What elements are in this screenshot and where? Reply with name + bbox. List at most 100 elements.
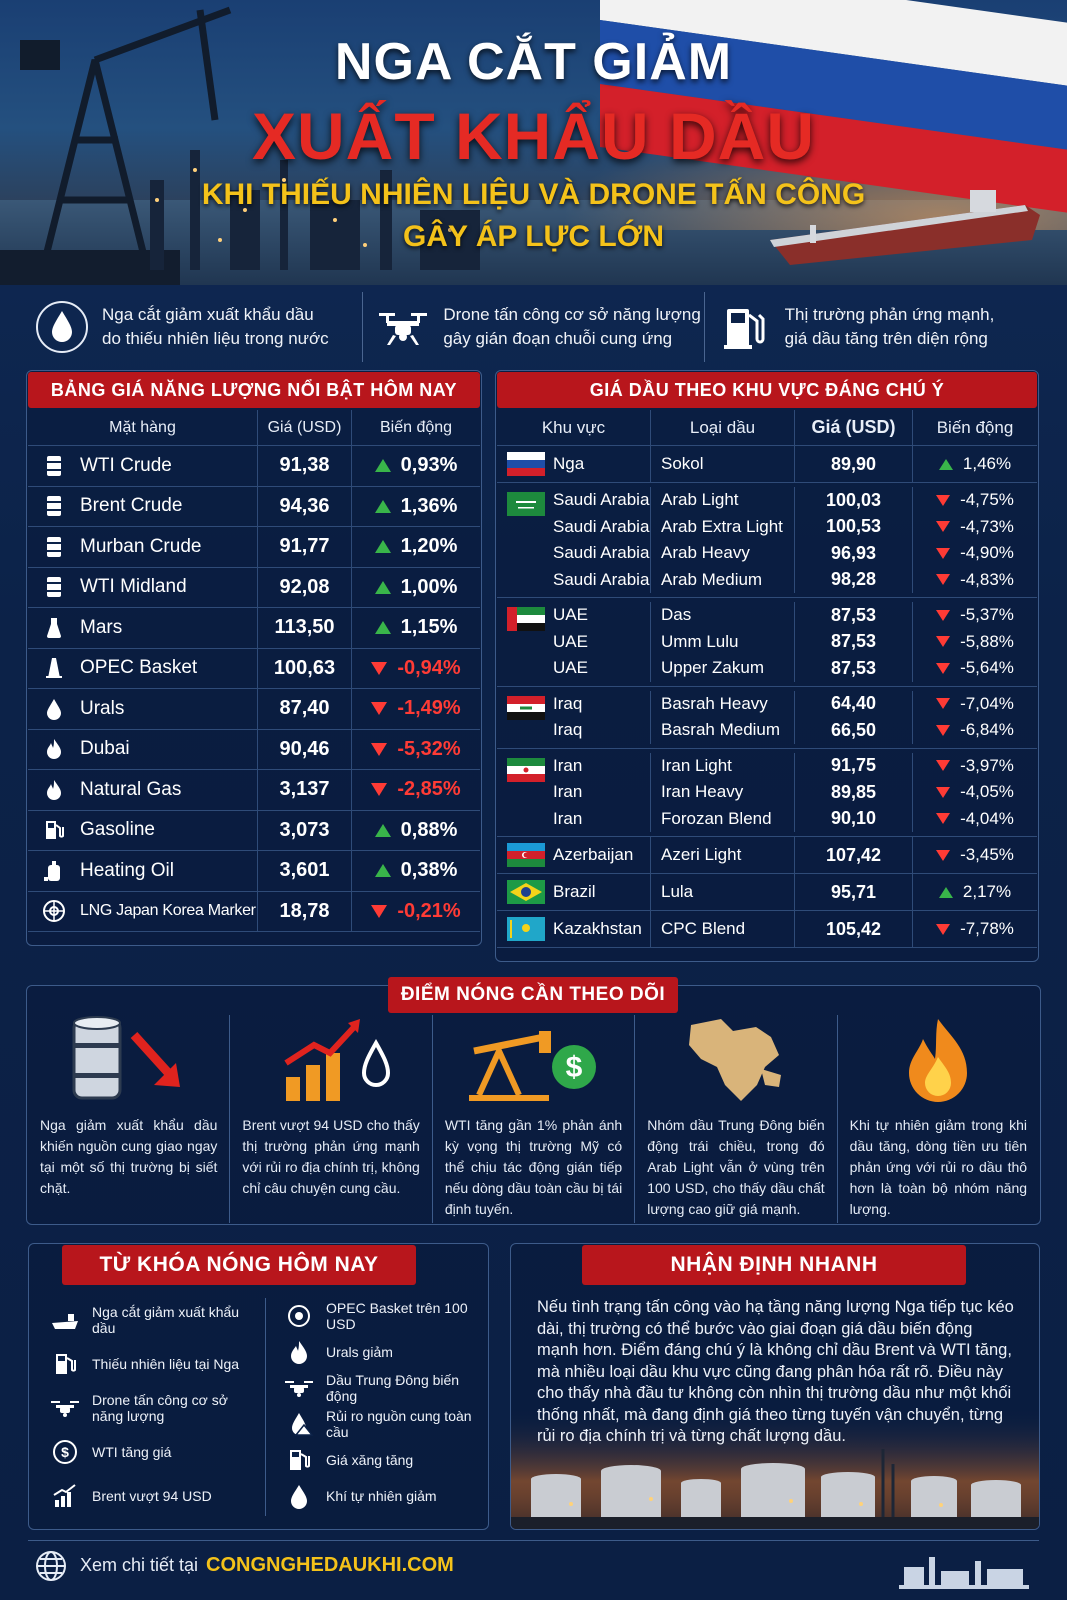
flame-icon [291, 1341, 307, 1364]
down-arrow-icon [936, 636, 951, 648]
drone-icon [379, 313, 428, 345]
price-cell: 64,40 [795, 690, 913, 717]
grade-cell: Sokol [651, 446, 795, 482]
price-cell: 66,50 [795, 717, 913, 744]
feature-line1: Drone tấn công cơ sở năng lượng [443, 305, 701, 324]
change-value: -4,05% [960, 782, 1014, 802]
change-cell: -4,73% [913, 514, 1037, 541]
energy-row: Urals 87,40 -1,49% [28, 689, 480, 730]
tanker-ship-image [770, 190, 1040, 265]
price-cell: 95,71 [795, 874, 913, 910]
flask-icon [42, 616, 66, 640]
energy-price-table: Mặt hàng Giá (USD) Biến động WTI Crude 91… [28, 410, 480, 932]
grade-cell: Upper Zakum [651, 655, 795, 682]
footer-link[interactable]: CONGNGHEDAUKHI.COM [206, 1554, 454, 1576]
change-value: 1,20% [400, 535, 458, 558]
region-row: Iran Iran Light 91,75 -3,97% [551, 752, 1037, 780]
change-cell: -1,49% [352, 689, 480, 729]
price-cell: 87,53 [795, 655, 913, 682]
barrel-down-arrow-icon [72, 1016, 180, 1100]
commodity-cell: WTI Crude [28, 446, 258, 486]
region-group: Azerbaijan Azeri Light 107,42 -3,45% [497, 837, 1037, 874]
oil-tower-icon [42, 656, 66, 680]
energy-row: Gasoline 3,073 0,88% [28, 810, 480, 851]
change-cell: -5,37% [913, 602, 1037, 629]
region-cell: UAE [551, 655, 651, 682]
change-cell: -0,94% [352, 649, 480, 689]
up-arrow-icon [938, 458, 953, 470]
energy-row: Heating Oil 3,601 0,38% [28, 851, 480, 892]
keyword-item: OPEC Basket trên 100 USD [268, 1298, 488, 1334]
rising-chart-icon [284, 1019, 391, 1101]
down-arrow-icon [936, 724, 951, 736]
down-arrow-icon [936, 698, 951, 710]
change-value: -3,97% [960, 755, 1014, 775]
barrel-icon [42, 575, 66, 599]
down-arrow-icon [371, 661, 388, 675]
region-row: Iraq Basrah Heavy 64,40 -7,04% [551, 690, 1037, 718]
change-cell: -3,97% [913, 753, 1037, 780]
region-row: UAE Das 87,53 -5,37% [551, 602, 1037, 629]
keyword-text: Dầu Trung Đông biến động [326, 1372, 460, 1404]
up-arrow-icon [374, 499, 391, 513]
change-cell: 0,38% [352, 851, 480, 891]
change-value: -4,90% [960, 543, 1014, 563]
region-row: Kazakhstan CPC Blend 105,42 -7,78% [551, 911, 1037, 947]
rising-chart-icon [53, 1484, 76, 1507]
footer: Xem chi tiết tại CONGNGHEDAUKHI.COM [28, 1540, 1039, 1590]
energy-table-header: Mặt hàng Giá (USD) Biến động [28, 410, 480, 446]
change-cell: -7,04% [913, 691, 1037, 718]
change-value: -1,49% [397, 697, 461, 720]
regional-table-header: Khu vực Loại dầu Giá (USD) Biến động [497, 410, 1037, 446]
feature-line1: Thị trường phản ứng mạnh, [784, 305, 995, 324]
kazakhstan-flag-icon [497, 911, 551, 947]
hotspot-item: Khi tự nhiên giảm trong khi dầu tăng, dò… [838, 1015, 1039, 1223]
refinery-icon [899, 1557, 1029, 1589]
hotspots-panel [26, 985, 1041, 1225]
commodity-cell: Urals [28, 689, 258, 729]
region-cell: UAE [551, 602, 651, 629]
change-cell: -4,75% [913, 487, 1037, 514]
hotspot-item: Brent vượt 94 USD cho thấy thị trường ph… [230, 1015, 433, 1223]
grade-cell: Arab Light [651, 487, 795, 514]
commodity-cell: Mars [28, 608, 258, 648]
keywords-left-column: Nga cắt giảm xuất khẩu dầu Thiếu nhiên l… [34, 1298, 259, 1518]
keyword-item: Rủi ro nguồn cung toàn cầu [268, 1406, 488, 1442]
refinery-lights-image [150, 150, 480, 270]
hotspots-list: Nga giảm xuất khẩu dầu khiến nguồn cung … [28, 985, 1039, 1223]
commodity-cell: WTI Midland [28, 567, 258, 607]
barrel-icon [42, 454, 66, 478]
price-cell: 100,03 [795, 487, 913, 514]
oil-drop-icon [42, 697, 66, 721]
region-cell: Iran [551, 779, 651, 806]
change-cell: -4,05% [913, 779, 1037, 806]
region-group: UAE Das 87,53 -5,37% UAE Umm Lulu 87,53 -5,88% U… [497, 598, 1037, 687]
fuel-pump-icon [42, 818, 66, 842]
change-value: 0,88% [400, 818, 458, 841]
region-row: Saudi Arabia Arab Light 100,03 -4,75% [551, 487, 1037, 514]
price-cell: 90,10 [795, 805, 913, 832]
azerbaijan-flag-icon [497, 837, 551, 873]
up-arrow-icon [374, 459, 391, 473]
change-cell: -5,88% [913, 629, 1037, 656]
keywords-divider [265, 1298, 266, 1516]
grade-cell: CPC Blend [651, 911, 795, 947]
price-cell: 3,601 [258, 851, 352, 891]
energy-row: Dubai 90,46 -5,32% [28, 729, 480, 770]
price-cell: 98,28 [795, 566, 913, 593]
analysis-text: Nếu tình trạng tấn công vào hạ tầng năng… [537, 1298, 1014, 1445]
hero-subtitle-line2: GÂY ÁP LỰC LỚN [402, 220, 665, 253]
change-value: -4,73% [960, 516, 1014, 536]
grade-cell: Umm Lulu [651, 628, 795, 655]
price-cell: 100,63 [258, 648, 352, 688]
down-arrow-icon [936, 760, 951, 772]
commodity-name: Natural Gas [80, 778, 182, 800]
region-group: Iraq Basrah Heavy 64,40 -7,04% Iraq Basrah Me… [497, 687, 1037, 749]
up-arrow-icon [374, 864, 391, 878]
energy-row: Murban Crude 91,77 1,20% [28, 527, 480, 568]
grade-cell: Azeri Light [651, 837, 795, 873]
up-arrow-icon [374, 540, 391, 554]
energy-table-title: BẢNG GIÁ NĂNG LƯỢNG NỔI BẬT HÔM NAY [28, 372, 480, 408]
grade-cell: Arab Extra Light [651, 513, 795, 540]
